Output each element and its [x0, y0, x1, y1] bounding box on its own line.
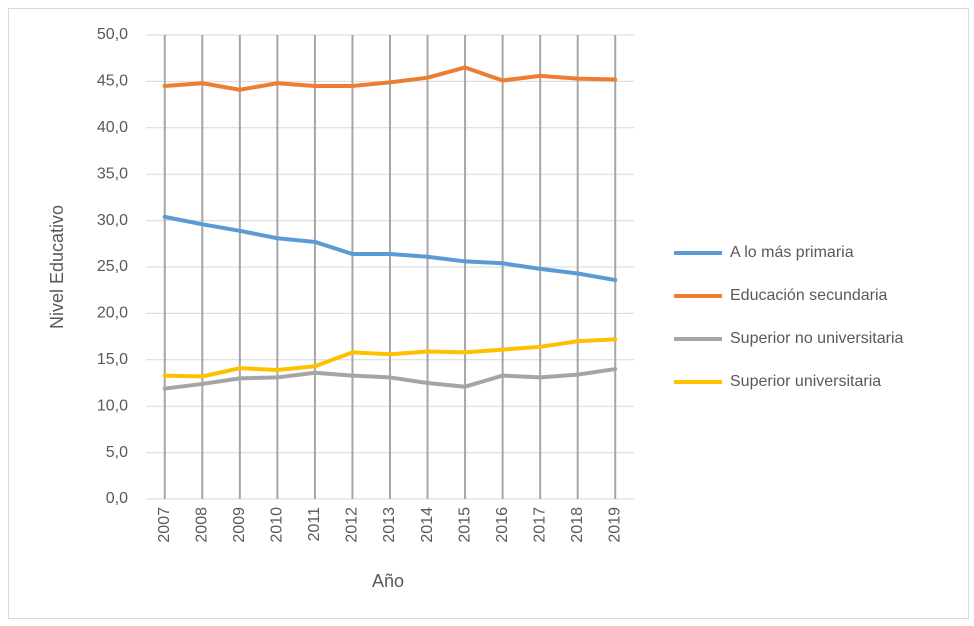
legend-label: Superior universitaria [730, 373, 881, 390]
y-tick-label: 5,0 [106, 444, 128, 461]
x-tick-label: 2009 [231, 507, 248, 543]
y-tick-label: 45,0 [97, 73, 128, 90]
x-tick-label: 2014 [419, 507, 436, 543]
x-tick-label: 2019 [606, 507, 623, 543]
x-tick-label: 2008 [194, 507, 211, 543]
y-axis-title: Nivel Educativo [47, 205, 67, 329]
series-line [162, 367, 618, 391]
x-tick-label: 2012 [344, 507, 361, 543]
legend-label: A lo más primaria [730, 244, 854, 261]
y-tick-label: 40,0 [97, 119, 128, 136]
x-tick-label: 2013 [381, 507, 398, 543]
y-tick-label: 35,0 [97, 165, 128, 182]
y-tick-label: 20,0 [97, 305, 128, 322]
x-tick-label: 2017 [531, 507, 548, 543]
y-tick-label: 0,0 [106, 490, 128, 507]
legend-label: Educación secundaria [730, 287, 888, 304]
y-tick-label: 15,0 [97, 351, 128, 368]
x-tick-label: 2010 [269, 507, 286, 543]
x-tick-label: 2015 [456, 507, 473, 543]
y-tick-label: 10,0 [97, 397, 128, 414]
y-tick-label: 25,0 [97, 258, 128, 275]
x-tick-label: 2016 [494, 507, 511, 543]
x-tick-label: 2018 [569, 507, 586, 543]
x-tick-label: 2007 [156, 507, 173, 543]
x-axis-title: Año [372, 571, 404, 591]
series-line [162, 214, 618, 282]
legend-label: Superior no universitaria [730, 330, 904, 347]
y-tick-label: 30,0 [97, 212, 128, 229]
y-tick-label: 50,0 [97, 26, 128, 43]
series-line [162, 337, 618, 379]
x-tick-label: 2011 [306, 507, 323, 542]
series-line [162, 65, 618, 92]
